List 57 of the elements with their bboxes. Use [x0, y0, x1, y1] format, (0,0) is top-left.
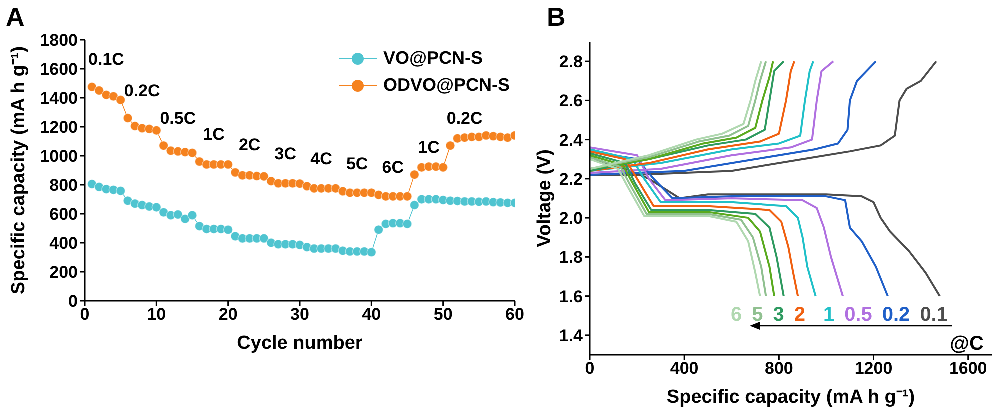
- y-tick-label: 1800: [40, 31, 78, 50]
- series-label: 2: [794, 304, 806, 327]
- annotation: 1C: [203, 124, 225, 144]
- series-label: 6: [730, 304, 742, 327]
- x-axis-title: Cycle number: [237, 333, 364, 354]
- x-tick-label: 800: [764, 359, 794, 378]
- y-tick-label: 600: [50, 205, 78, 224]
- legend-label: VO@PCN-S: [383, 48, 483, 69]
- y-tick-label: 200: [50, 263, 78, 282]
- y-tick-label: 1200: [40, 118, 78, 138]
- x-tick-label: 30: [290, 305, 310, 324]
- y-tick-label: 1.4: [559, 326, 584, 346]
- chart-title: B: [547, 2, 566, 33]
- x-tick-label: 10: [147, 305, 166, 324]
- series-label: 3: [773, 304, 784, 327]
- y-axis-title: Specific capacity (mA h g⁻¹): [8, 46, 30, 295]
- annotation: 4C: [310, 149, 332, 168]
- annotation: @C: [950, 333, 984, 356]
- legend-label: ODVO@PCN-S: [383, 75, 510, 96]
- x-tick-label: 50: [434, 305, 453, 324]
- y-tick-label: 2.0: [559, 209, 583, 228]
- annotation: 6C: [382, 158, 404, 178]
- series-label: 0.5: [844, 304, 872, 327]
- annotation: 0.1C: [88, 50, 124, 70]
- y-tick-label: 400: [50, 234, 78, 254]
- series-label: 5: [752, 304, 764, 327]
- x-tick-label: 40: [362, 305, 382, 324]
- annotation: 5C: [346, 154, 368, 174]
- annotation: 3C: [274, 144, 297, 164]
- series-label: 0.1: [920, 304, 948, 327]
- x-tick-label: 20: [218, 305, 238, 324]
- y-tick-label: 2.4: [559, 130, 584, 150]
- x-tick-label: 1200: [854, 359, 893, 378]
- x-axis-title: Specific capacity (mA h g⁻¹): [666, 387, 916, 408]
- y-tick-label: 1000: [40, 147, 78, 166]
- series-label: 0.2: [882, 304, 910, 327]
- annotation: 1C: [418, 138, 440, 157]
- y-tick-label: 2.8: [559, 52, 583, 72]
- series-label: 1: [823, 304, 835, 327]
- y-tick-label: 1400: [40, 89, 78, 108]
- x-tick-label: 60: [506, 305, 524, 324]
- y-tick-label: 1600: [40, 60, 78, 80]
- x-tick-label: 400: [670, 359, 699, 378]
- y-axis-title: Voltage (V): [534, 150, 556, 248]
- y-tick-label: 800: [50, 176, 78, 196]
- x-tick-label: 0: [80, 305, 90, 324]
- y-tick-label: 1.8: [559, 248, 583, 268]
- x-tick-label: 1600: [949, 359, 988, 378]
- chart-title: A: [6, 2, 25, 33]
- y-tick-label: 1.6: [559, 287, 583, 306]
- annotation: 2C: [238, 136, 261, 155]
- y-tick-label: 2.6: [559, 92, 583, 111]
- annotation: 0.2C: [446, 108, 483, 128]
- annotation: 0.5C: [160, 108, 196, 128]
- y-tick-label: 2.2: [559, 170, 583, 189]
- y-tick-label: 0: [68, 292, 78, 312]
- annotation: 0.2C: [124, 81, 160, 100]
